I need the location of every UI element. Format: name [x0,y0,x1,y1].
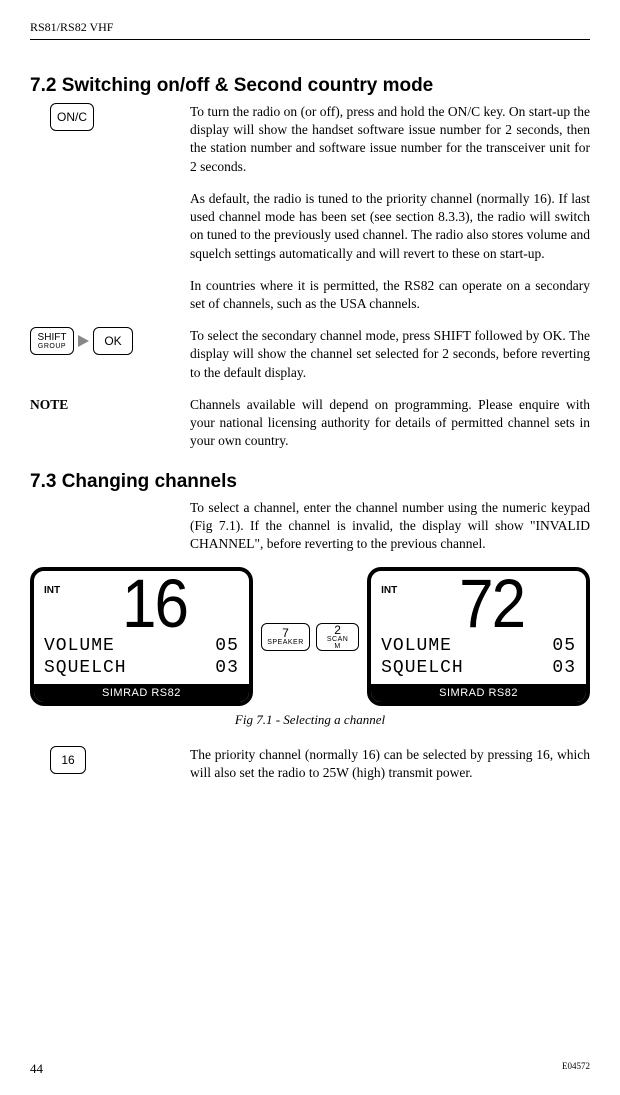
key-16-graphic: 16 [30,746,190,774]
lcd1-squelch-label: SQUELCH [44,658,127,678]
key-16-label: 16 [61,754,74,766]
lcd2-volume-label: VOLUME [381,636,452,656]
arrow-icon [78,335,89,347]
lcd1-volume-value: 05 [215,636,239,656]
lcd-display-2: INT 72 VOLUME 05 SQUELCH 03 SIMRAD RS82 [367,567,590,706]
shift-label-top: SHIFT [38,333,67,343]
lcd-display-1: INT 16 VOLUME 05 SQUELCH 03 SIMRAD RS82 [30,567,253,706]
page-header: RS81/RS82 VHF [30,20,590,40]
lcd2-int: INT [381,579,407,596]
lcd1-int: INT [44,579,70,596]
lcd1-squelch-value: 03 [215,658,239,678]
para-7-2-1: To turn the radio on (or off), press and… [190,103,590,176]
key-7-top: 7 [282,627,289,639]
page-number: 44 [30,1061,43,1077]
note-label: NOTE [30,397,68,412]
para-7-2-3: In countries where it is permitted, the … [190,277,590,313]
onc-key-graphic: ON/C [30,103,190,131]
page-footer: 44 E04572 [30,1061,590,1077]
lcd2-squelch-label: SQUELCH [381,658,464,678]
document-id: E04572 [562,1061,590,1077]
lcd2-channel: 72 [407,577,576,635]
figure-caption: Fig 7.1 - Selecting a channel [30,712,590,728]
lcd1-volume-label: VOLUME [44,636,115,656]
key-2-top: 2 [334,624,341,636]
onc-label: ON/C [57,111,87,123]
ok-label: OK [104,335,121,347]
lcd2-brand: SIMRAD RS82 [371,684,586,702]
para-7-3-1: To select a channel, enter the channel n… [190,499,590,554]
shift-ok-keys: SHIFT GROUP OK [30,327,180,355]
key-2-bot: SCAN M [323,636,352,650]
section-7-3-title: 7.3 Changing channels [30,471,590,493]
para-7-2-4: To select the secondary channel mode, pr… [190,327,590,382]
para-7-2-2: As default, the radio is tuned to the pr… [190,190,590,263]
lcd1-channel: 16 [70,577,239,635]
keypad-keys: 7 SPEAKER 2 SCAN M [261,623,359,651]
lcd2-squelch-value: 03 [552,658,576,678]
section-7-2-title: 7.2 Switching on/off & Second country mo… [30,75,590,97]
shift-label-bot: GROUP [38,343,66,350]
lcd2-volume-value: 05 [552,636,576,656]
note-text: Channels available will depend on progra… [190,396,590,451]
lcd1-brand: SIMRAD RS82 [34,684,249,702]
key-7-bot: SPEAKER [267,639,304,646]
para-7-3-2: The priority channel (normally 16) can b… [190,746,590,782]
figure-7-1: INT 16 VOLUME 05 SQUELCH 03 SIMRAD RS82 … [30,567,590,706]
